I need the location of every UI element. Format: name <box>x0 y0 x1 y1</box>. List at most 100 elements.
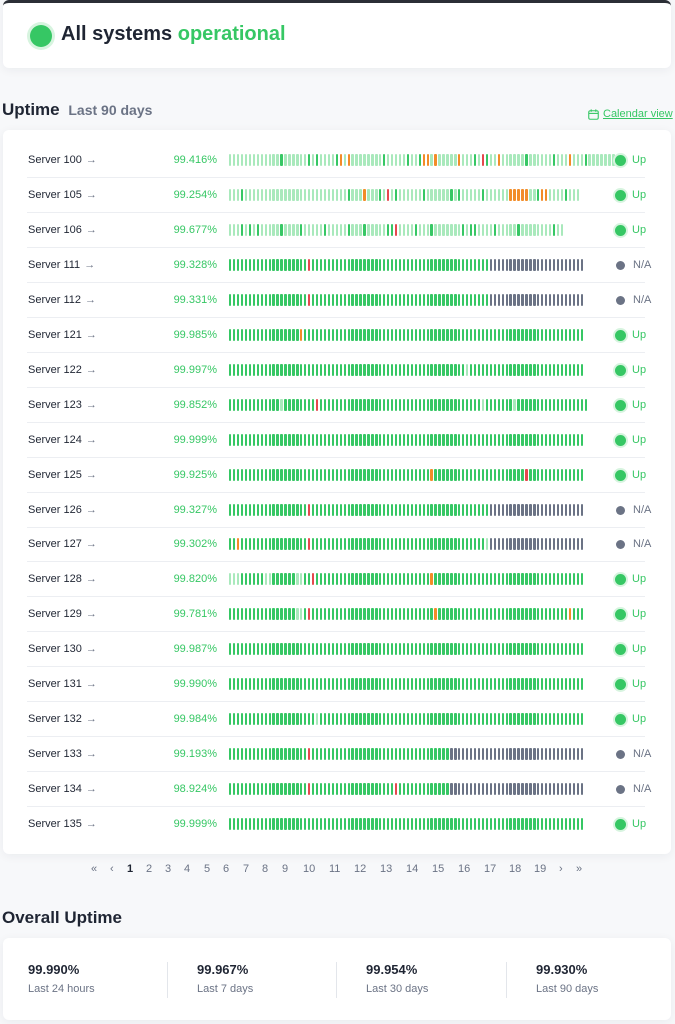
uptime-day-bar[interactable] <box>280 573 283 586</box>
uptime-day-bar[interactable] <box>493 783 497 796</box>
uptime-day-bar[interactable] <box>304 713 307 726</box>
uptime-day-bar[interactable] <box>422 643 425 656</box>
uptime-day-bar[interactable] <box>315 154 319 166</box>
server-name-link[interactable]: Server 126 → <box>28 504 97 516</box>
uptime-day-bar[interactable] <box>272 608 275 621</box>
uptime-day-bar[interactable] <box>489 713 493 726</box>
uptime-day-bar[interactable] <box>430 713 433 726</box>
uptime-day-bar[interactable] <box>379 783 382 796</box>
uptime-day-bar[interactable] <box>244 713 248 726</box>
uptime-day-bar[interactable] <box>541 433 544 446</box>
uptime-day-bar[interactable] <box>454 293 457 306</box>
uptime-day-bar[interactable] <box>244 328 248 341</box>
uptime-day-bar[interactable] <box>548 748 552 761</box>
uptime-day-bar[interactable] <box>572 503 576 516</box>
uptime-day-bar[interactable] <box>513 748 516 761</box>
uptime-day-bar[interactable] <box>521 608 524 621</box>
uptime-day-bar[interactable] <box>390 468 394 481</box>
uptime-day-bar[interactable] <box>351 783 354 796</box>
uptime-day-bar[interactable] <box>268 258 271 271</box>
uptime-day-bar[interactable] <box>343 328 346 341</box>
uptime-day-bar[interactable] <box>454 468 457 481</box>
uptime-day-bar[interactable] <box>304 818 307 831</box>
uptime-day-bar[interactable] <box>568 608 572 621</box>
uptime-day-bar[interactable] <box>466 503 469 516</box>
uptime-day-bar[interactable] <box>469 363 473 376</box>
uptime-day-bar[interactable] <box>497 748 500 761</box>
uptime-day-bar[interactable] <box>343 713 346 726</box>
page-button[interactable]: 4 <box>184 863 191 875</box>
uptime-day-bar[interactable] <box>529 223 532 236</box>
uptime-day-bar[interactable] <box>517 713 520 726</box>
uptime-day-bar[interactable] <box>331 783 335 796</box>
uptime-day-bar[interactable] <box>485 748 489 761</box>
uptime-day-bar[interactable] <box>268 503 271 516</box>
uptime-day-bar[interactable] <box>236 468 240 481</box>
uptime-day-bar[interactable] <box>568 398 572 411</box>
uptime-day-bar[interactable] <box>284 503 287 516</box>
uptime-day-bar[interactable] <box>292 258 295 271</box>
uptime-day-bar[interactable] <box>248 328 252 341</box>
uptime-day-bar[interactable] <box>505 188 508 201</box>
uptime-day-bar[interactable] <box>292 573 295 586</box>
uptime-day-bar[interactable] <box>564 643 568 656</box>
uptime-day-bar[interactable] <box>387 818 390 831</box>
uptime-day-bar[interactable] <box>537 608 540 621</box>
uptime-day-bar[interactable] <box>371 748 374 761</box>
uptime-day-bar[interactable] <box>264 713 267 726</box>
uptime-day-bar[interactable] <box>501 223 504 236</box>
uptime-day-bar[interactable] <box>355 398 358 411</box>
uptime-day-bar[interactable] <box>304 433 307 446</box>
uptime-day-bar[interactable] <box>236 363 240 376</box>
uptime-day-bar[interactable] <box>450 538 453 551</box>
uptime-day-bar[interactable] <box>264 748 267 761</box>
uptime-day-bar[interactable] <box>556 503 560 516</box>
uptime-day-bar[interactable] <box>390 398 394 411</box>
uptime-day-bar[interactable] <box>473 398 477 411</box>
uptime-day-bar[interactable] <box>509 223 512 236</box>
uptime-day-bar[interactable] <box>296 328 299 341</box>
uptime-day-bar[interactable] <box>339 643 342 656</box>
uptime-day-bar[interactable] <box>383 608 386 621</box>
uptime-day-bar[interactable] <box>545 433 548 446</box>
uptime-day-bar[interactable] <box>434 468 437 481</box>
uptime-day-bar[interactable] <box>300 678 303 691</box>
uptime-day-bar[interactable] <box>521 293 524 306</box>
uptime-day-bar[interactable] <box>347 398 350 411</box>
uptime-day-bar[interactable] <box>517 363 520 376</box>
uptime-day-bar[interactable] <box>268 468 271 481</box>
uptime-day-bar[interactable] <box>351 713 354 726</box>
uptime-day-bar[interactable] <box>276 398 279 411</box>
uptime-day-bar[interactable] <box>347 818 350 831</box>
uptime-day-bar[interactable] <box>505 398 508 411</box>
uptime-day-bar[interactable] <box>260 713 263 726</box>
uptime-day-bar[interactable] <box>248 748 252 761</box>
uptime-day-bar[interactable] <box>387 713 390 726</box>
uptime-day-bar[interactable] <box>493 188 497 201</box>
uptime-day-bar[interactable] <box>355 818 358 831</box>
uptime-day-bar[interactable] <box>398 258 402 271</box>
uptime-day-bar[interactable] <box>426 678 429 691</box>
uptime-day-bar[interactable] <box>560 154 564 166</box>
uptime-day-bar[interactable] <box>308 258 311 271</box>
uptime-day-bar[interactable] <box>244 433 248 446</box>
uptime-day-bar[interactable] <box>398 468 402 481</box>
server-name-link[interactable]: Server 121 → <box>28 329 97 341</box>
uptime-day-bar[interactable] <box>489 328 493 341</box>
uptime-day-bar[interactable] <box>319 538 323 551</box>
page-button[interactable]: 6 <box>223 863 230 875</box>
uptime-day-bar[interactable] <box>458 398 461 411</box>
uptime-day-bar[interactable] <box>390 433 394 446</box>
uptime-day-bar[interactable] <box>545 223 548 236</box>
uptime-day-bar[interactable] <box>446 818 449 831</box>
uptime-day-bar[interactable] <box>351 678 354 691</box>
uptime-day-bar[interactable] <box>339 363 342 376</box>
uptime-day-bar[interactable] <box>501 783 504 796</box>
uptime-day-bar[interactable] <box>300 433 303 446</box>
uptime-day-bar[interactable] <box>323 154 327 166</box>
uptime-day-bar[interactable] <box>319 328 323 341</box>
uptime-day-bar[interactable] <box>236 643 240 656</box>
uptime-day-bar[interactable] <box>473 643 477 656</box>
page-button[interactable]: 1 <box>127 863 134 875</box>
uptime-day-bar[interactable] <box>537 538 540 551</box>
